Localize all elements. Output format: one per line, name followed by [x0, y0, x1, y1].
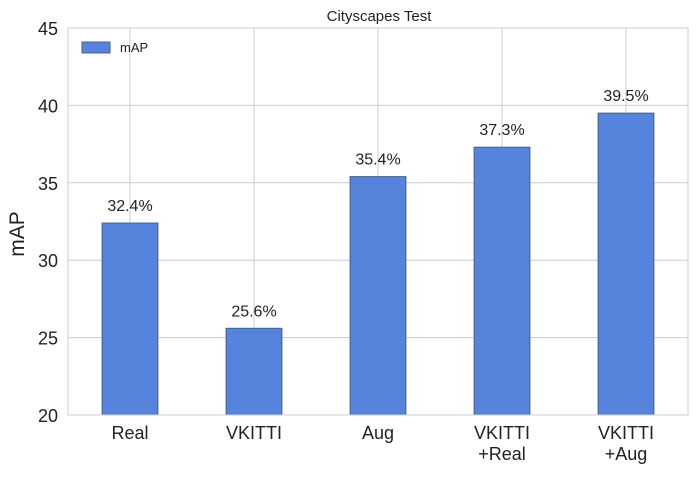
- y-tick-label: 30: [38, 251, 58, 271]
- y-tick-label: 40: [38, 96, 58, 116]
- y-tick-label: 35: [38, 174, 58, 194]
- legend-label: mAP: [120, 40, 148, 55]
- x-tick-label: Aug: [362, 423, 394, 443]
- x-tick-label: VKITTI: [226, 423, 282, 443]
- bar: [101, 222, 159, 416]
- bar: [225, 327, 283, 416]
- x-tick-label: Real: [111, 423, 148, 443]
- y-tick-label: 25: [38, 329, 58, 349]
- y-tick-label: 45: [38, 19, 58, 39]
- bar-value-label: 39.5%: [603, 88, 648, 105]
- x-tick-label: +Aug: [605, 444, 648, 464]
- plot-frame: [67, 27, 689, 416]
- bar: [473, 146, 531, 416]
- y-axis-label: mAP: [6, 211, 29, 257]
- bar: [349, 176, 407, 416]
- chart-title: Cityscapes Test: [327, 8, 433, 25]
- x-tick-label: VKITTI: [474, 423, 530, 443]
- x-tick-label: VKITTI: [598, 423, 654, 443]
- bar-value-label: 37.3%: [479, 122, 524, 139]
- bar: [597, 112, 655, 416]
- bar-value-label: 32.4%: [107, 198, 152, 215]
- bar-value-label: 25.6%: [231, 303, 276, 320]
- y-tick-label: 20: [38, 406, 58, 426]
- legend-swatch: [81, 41, 111, 54]
- bar-value-label: 35.4%: [355, 152, 400, 169]
- x-tick-label: +Real: [478, 444, 526, 464]
